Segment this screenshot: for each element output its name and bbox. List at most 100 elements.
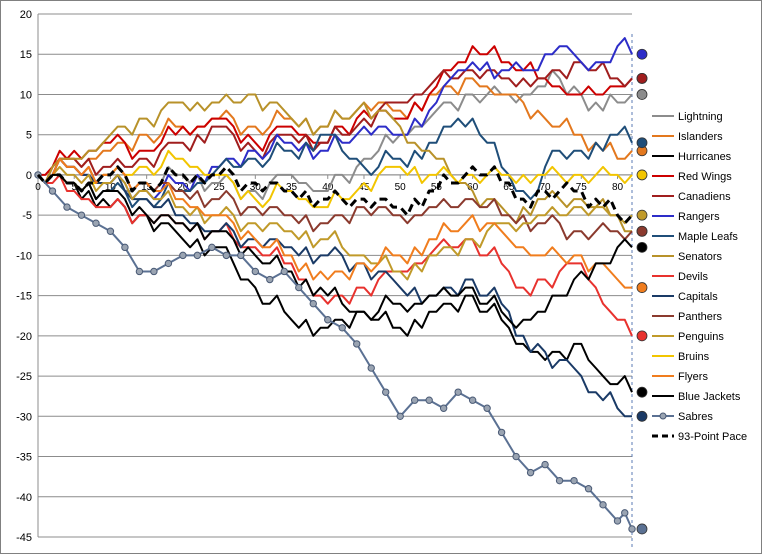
series-point bbox=[309, 299, 317, 308]
y-tick-label: 20 bbox=[20, 9, 32, 21]
series-point bbox=[382, 388, 390, 396]
team-logo-icon bbox=[636, 72, 648, 84]
series-point bbox=[425, 396, 433, 404]
team-logo-icon bbox=[636, 241, 648, 253]
y-tick-label: 5 bbox=[26, 130, 32, 142]
legend-label: Devils bbox=[678, 271, 708, 283]
legend: Lightning Islanders Hurricanes Red Wings Can… bbox=[652, 111, 747, 443]
series-point bbox=[599, 501, 607, 509]
x-tick-label: 60 bbox=[467, 182, 479, 193]
x-tick-label: 5 bbox=[71, 182, 77, 193]
x-tick-label: 15 bbox=[141, 182, 153, 193]
series-point bbox=[164, 259, 173, 268]
legend-label: Bruins bbox=[678, 351, 710, 363]
series-point bbox=[439, 404, 448, 412]
x-tick-label: 35 bbox=[286, 182, 298, 193]
legend-label: Hurricanes bbox=[678, 151, 732, 163]
legend-label: Red Wings bbox=[678, 171, 732, 183]
series-line-blue-jackets bbox=[37, 173, 633, 329]
legend-label: Sabres bbox=[678, 411, 713, 423]
series-point bbox=[280, 267, 288, 276]
series-point bbox=[497, 428, 506, 437]
y-tick-label: -40 bbox=[16, 492, 32, 504]
legend-label: Flyers bbox=[678, 371, 708, 383]
x-tick-label: 25 bbox=[214, 182, 226, 193]
series-layer bbox=[34, 37, 648, 535]
team-logo-icon bbox=[636, 225, 648, 237]
x-tick-label: 30 bbox=[250, 182, 262, 193]
y-tick-label: -35 bbox=[16, 452, 32, 464]
team-logo-icon bbox=[636, 48, 648, 60]
legend-label: Blue Jackets bbox=[678, 391, 741, 403]
series-line-93-point-pace bbox=[36, 165, 634, 225]
series-point bbox=[468, 396, 477, 404]
series-point bbox=[613, 517, 622, 525]
series-point bbox=[106, 227, 115, 235]
team-logo-icon bbox=[636, 410, 648, 422]
legend-label: 93-Point Pace bbox=[678, 431, 747, 443]
series-line-penguins bbox=[37, 165, 633, 281]
series-point bbox=[121, 243, 129, 252]
x-tick-label: 70 bbox=[540, 182, 552, 193]
series-point bbox=[193, 251, 202, 260]
x-tick-label: 75 bbox=[576, 182, 588, 193]
series-point bbox=[92, 219, 100, 227]
y-tick-label: -20 bbox=[16, 331, 32, 343]
series-point bbox=[237, 251, 245, 260]
series-point bbox=[338, 324, 346, 332]
series-point bbox=[295, 283, 303, 292]
series-line-capitals bbox=[37, 157, 632, 418]
y-tick-label: -30 bbox=[16, 411, 32, 423]
x-tick-label: 50 bbox=[395, 182, 407, 193]
legend-label: Penguins bbox=[678, 331, 724, 343]
series-point bbox=[483, 404, 491, 412]
team-logo-icon bbox=[636, 169, 648, 181]
series-point bbox=[48, 187, 57, 195]
series-line-maple-leafs bbox=[37, 117, 633, 209]
series-point bbox=[555, 476, 564, 485]
series-point bbox=[251, 267, 260, 276]
x-tick-label: 10 bbox=[105, 182, 117, 193]
legend-label: Lightning bbox=[678, 111, 723, 123]
x-tick-label: 20 bbox=[177, 182, 189, 193]
series-point bbox=[353, 340, 361, 348]
series-line-canadiens bbox=[37, 61, 633, 184]
series-point bbox=[63, 203, 71, 211]
x-tick-label: 65 bbox=[503, 182, 515, 193]
y-tick-label: -15 bbox=[16, 291, 32, 303]
legend-label: Senators bbox=[678, 251, 723, 263]
series-line-senators bbox=[37, 93, 632, 233]
series-point bbox=[410, 396, 419, 404]
y-tick-label: -5 bbox=[22, 210, 32, 222]
y-tick-label: 15 bbox=[20, 49, 32, 61]
series-point bbox=[570, 476, 578, 485]
x-tick-label: 45 bbox=[358, 182, 370, 193]
legend-label: Maple Leafs bbox=[678, 231, 738, 243]
series-point bbox=[77, 211, 86, 219]
series-point bbox=[512, 452, 520, 461]
series-point bbox=[324, 316, 332, 324]
team-logo-icon bbox=[636, 282, 648, 293]
series-point bbox=[526, 468, 535, 477]
legend-label: Rangers bbox=[678, 211, 720, 223]
y-tick-label: 0 bbox=[26, 170, 32, 182]
y-tick-label: -25 bbox=[16, 371, 32, 383]
series-point bbox=[208, 243, 216, 252]
series-point bbox=[621, 509, 629, 517]
series-line-devils bbox=[37, 173, 633, 337]
legend-marker bbox=[659, 412, 667, 420]
series-point bbox=[584, 485, 593, 493]
series-point bbox=[222, 251, 231, 260]
legend-label: Canadiens bbox=[678, 191, 731, 203]
y-tick-label: -10 bbox=[16, 250, 32, 262]
y-tick-label: -45 bbox=[16, 532, 32, 544]
team-logo-icon bbox=[636, 137, 648, 149]
legend-label: Islanders bbox=[678, 131, 723, 143]
team-logo-icon bbox=[636, 386, 648, 398]
legend-label: Capitals bbox=[678, 291, 718, 303]
series-point bbox=[628, 525, 636, 533]
team-logo-icon bbox=[636, 89, 648, 100]
team-logo-icon bbox=[636, 523, 648, 535]
